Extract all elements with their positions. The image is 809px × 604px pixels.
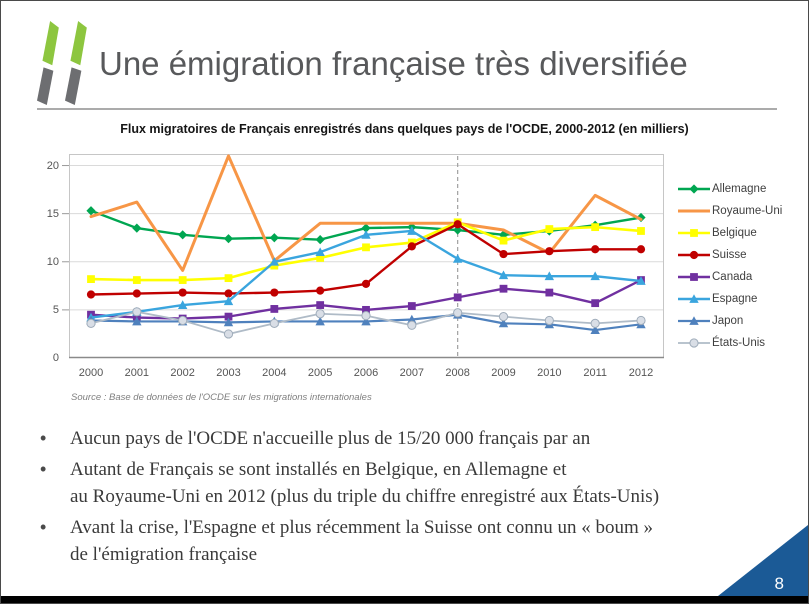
legend-item-Belgique: Belgique bbox=[677, 222, 782, 244]
x-tick-label: 2010 bbox=[537, 367, 562, 379]
legend-label: Canada bbox=[712, 271, 753, 283]
legend-swatch bbox=[678, 273, 710, 281]
slide-title: Une émigration française très diversifié… bbox=[99, 45, 688, 82]
legend-label: Suisse bbox=[712, 249, 747, 261]
y-tick-label: 15 bbox=[46, 207, 59, 220]
bullet-list: • Aucun pays de l'OCDE n'accueille plus d… bbox=[37, 425, 782, 572]
y-tick-label: 0 bbox=[52, 352, 59, 364]
bottom-bar bbox=[1, 596, 808, 603]
legend-label: Espagne bbox=[712, 293, 758, 305]
series-markers-États-Unis bbox=[86, 307, 646, 339]
bullet-dot: • bbox=[40, 459, 47, 479]
chart-legend: Allemagne Royaume-Uni Belgique Suisse Canada… bbox=[677, 178, 782, 354]
chart-plot-area bbox=[62, 154, 664, 359]
x-tick-label: 2005 bbox=[307, 367, 333, 379]
oecd-chevrons-logo bbox=[37, 21, 89, 105]
legend-swatch bbox=[678, 229, 710, 237]
chevron-icon bbox=[65, 21, 87, 105]
legend-item-Suisse: Suisse bbox=[677, 244, 782, 266]
page-number: 8 bbox=[774, 574, 784, 593]
source-note: Source : Base de données de l'OCDE sur l… bbox=[71, 392, 372, 403]
x-tick-label: 2004 bbox=[262, 367, 287, 379]
legend-swatch bbox=[678, 209, 710, 213]
x-tick-label: 2001 bbox=[124, 367, 150, 379]
bullet-text: Autant de Français se sont installés en … bbox=[70, 459, 660, 507]
bullet-item: • Autant de Français se sont installés en… bbox=[37, 456, 782, 510]
x-tick-label: 2011 bbox=[583, 367, 607, 379]
x-tick-label: 2003 bbox=[216, 367, 241, 379]
legend-swatch bbox=[678, 250, 710, 260]
legend-swatch bbox=[678, 184, 710, 194]
legend-item-Espagne: Espagne bbox=[677, 288, 782, 310]
x-tick-label: 2000 bbox=[78, 367, 104, 379]
title-underline bbox=[37, 108, 777, 110]
y-tick-label: 10 bbox=[46, 255, 59, 268]
bullet-dot: • bbox=[40, 428, 47, 448]
legend-label: Belgique bbox=[712, 227, 757, 239]
x-tick-label: 2012 bbox=[628, 367, 654, 379]
legend-item-Royaume-Uni: Royaume-Uni bbox=[677, 200, 782, 222]
series-markers-Suisse bbox=[86, 220, 646, 299]
chevron-icon bbox=[37, 21, 59, 105]
legend-item-Canada: Canada bbox=[677, 266, 782, 288]
legend-item-Japon: Japon bbox=[677, 310, 782, 332]
bullet-text: Avant la crise, l'Espagne et plus récemm… bbox=[70, 517, 653, 565]
legend-label: Allemagne bbox=[712, 183, 767, 195]
bullet-item: • Aucun pays de l'OCDE n'accueille plus d… bbox=[37, 425, 782, 452]
line-chart bbox=[62, 154, 664, 359]
x-tick-label: 2007 bbox=[399, 367, 425, 379]
x-tick-label: 2002 bbox=[170, 367, 195, 379]
x-tick-label: 2009 bbox=[491, 367, 516, 379]
y-tick-label: 20 bbox=[46, 159, 59, 172]
legend-label: Japon bbox=[712, 315, 744, 327]
legend-label: Royaume-Uni bbox=[712, 205, 783, 217]
legend-label: États-Unis bbox=[712, 337, 766, 349]
legend-item-Allemagne: Allemagne bbox=[677, 178, 782, 200]
x-tick-label: 2008 bbox=[445, 367, 470, 379]
legend-swatch bbox=[678, 338, 710, 348]
bullet-text: Aucun pays de l'OCDE n'accueille plus de… bbox=[70, 428, 591, 449]
legend-swatch bbox=[678, 294, 710, 303]
y-tick-label: 5 bbox=[52, 303, 59, 316]
legend-item-États-Unis: États-Unis bbox=[677, 332, 782, 354]
bullet-item: • Avant la crise, l'Espagne et plus récem… bbox=[37, 514, 782, 568]
chart-title: Flux migratoires de Français enregistrés… bbox=[120, 122, 689, 136]
x-tick-label: 2006 bbox=[353, 367, 379, 379]
legend-swatch bbox=[678, 316, 710, 325]
bullet-dot: • bbox=[40, 517, 47, 537]
